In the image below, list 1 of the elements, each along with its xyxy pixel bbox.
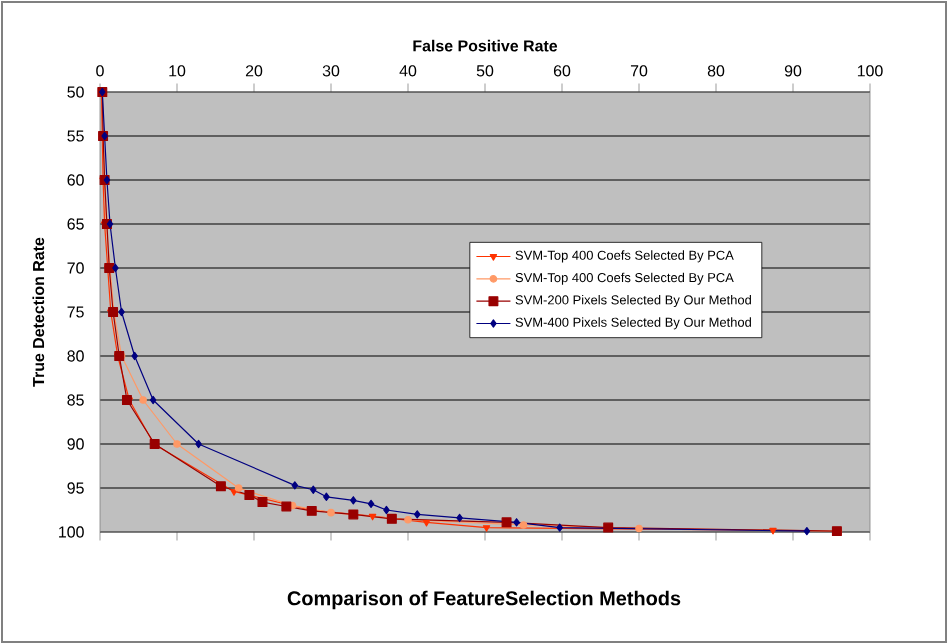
text: Comparison of FeatureSelection Methods: [287, 590, 681, 610]
